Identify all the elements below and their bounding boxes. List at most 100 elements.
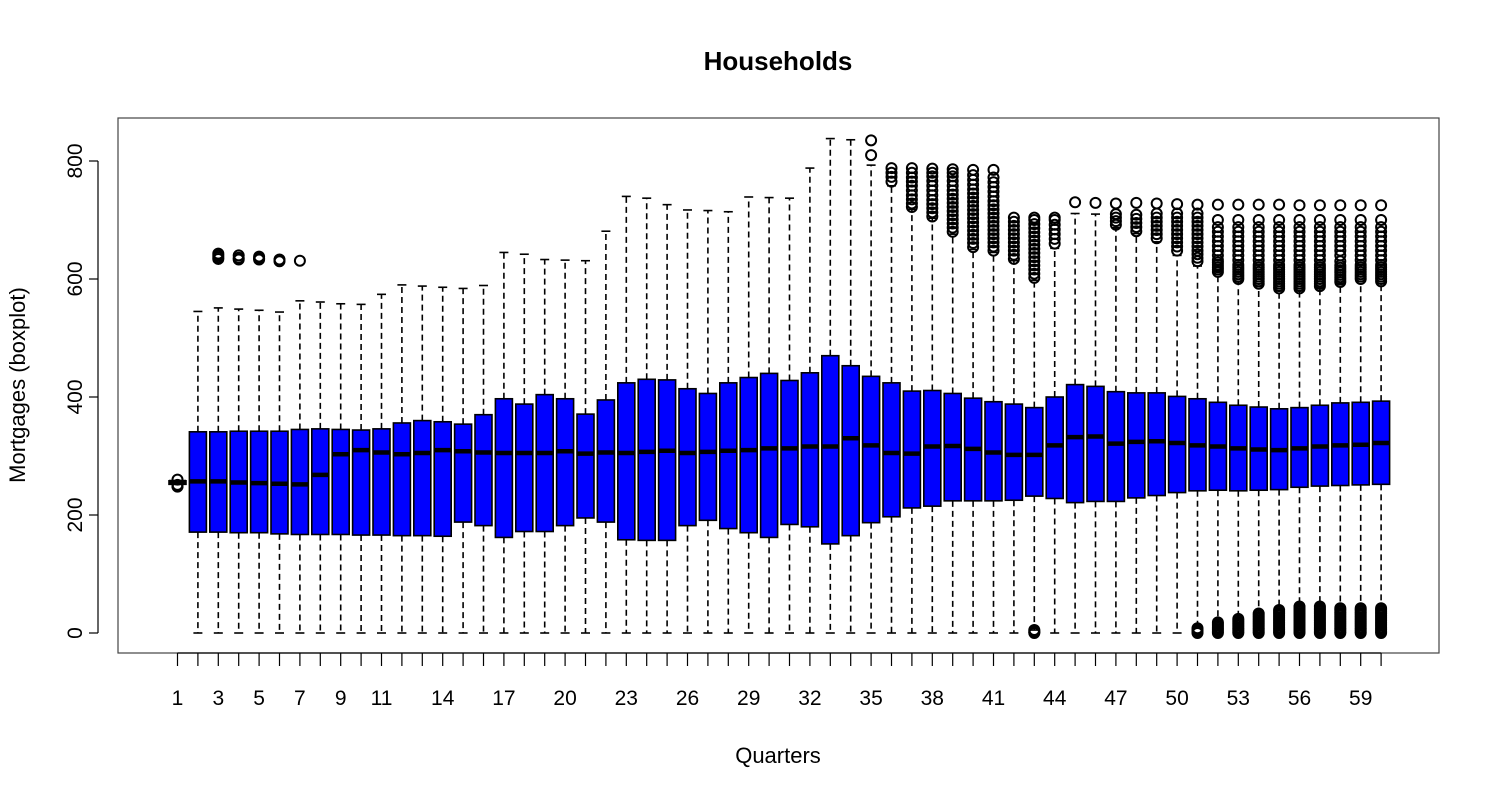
box-iqr bbox=[576, 413, 595, 519]
outlier-point bbox=[1211, 214, 1224, 226]
outlier-point bbox=[1028, 247, 1041, 260]
outlier-point bbox=[967, 232, 980, 245]
outlier-point bbox=[987, 199, 1000, 212]
box-iqr bbox=[759, 372, 779, 539]
outlier-point bbox=[253, 250, 266, 263]
outlier-point bbox=[1171, 224, 1184, 237]
box-quarter-55 bbox=[1269, 289, 1289, 611]
outlier-point bbox=[1191, 211, 1204, 224]
outlier-point bbox=[987, 163, 1000, 176]
box-iqr bbox=[596, 399, 616, 523]
y-tick-label: 600 bbox=[64, 261, 87, 296]
box-iqr bbox=[1086, 385, 1105, 503]
outlier-point bbox=[1069, 196, 1082, 209]
outlier-point bbox=[273, 253, 286, 266]
outlier-point bbox=[1354, 221, 1367, 234]
outlier-point bbox=[1211, 198, 1224, 211]
box-quarter-54 bbox=[1249, 285, 1268, 614]
outlier-point bbox=[1028, 211, 1041, 224]
outlier-point bbox=[987, 244, 1000, 257]
box-quarter-28 bbox=[718, 210, 738, 634]
outlier-point bbox=[987, 211, 1000, 224]
outlier-point bbox=[1375, 199, 1388, 212]
x-axis: 1 3 5 7 9 11 14 17 20 23 26 29 32 35 38 41 44 47 50 53 56 59 bbox=[172, 652, 1382, 710]
x-tick-label: 44 bbox=[1043, 687, 1067, 710]
outlier-point bbox=[987, 203, 1000, 216]
outlier-point bbox=[946, 175, 959, 188]
outlier-point bbox=[987, 240, 1000, 253]
x-tick-label: 11 bbox=[371, 687, 393, 710]
box-quarter-50 bbox=[1167, 254, 1187, 634]
outlier-point bbox=[987, 224, 1000, 237]
boxes-group bbox=[168, 137, 1391, 634]
outlier-point bbox=[1007, 211, 1020, 224]
box-quarter-13 bbox=[412, 285, 432, 634]
y-tick-label: 0 bbox=[64, 627, 87, 639]
x-tick-label: 17 bbox=[492, 687, 515, 710]
box-iqr bbox=[453, 423, 473, 523]
box-iqr bbox=[310, 428, 330, 536]
outlier-point bbox=[905, 193, 918, 206]
outlier-point bbox=[926, 206, 939, 219]
x-tick-label: 23 bbox=[615, 687, 638, 710]
box-quarter-44 bbox=[1045, 247, 1064, 634]
outlier-point bbox=[1089, 196, 1102, 209]
box-quarter-53 bbox=[1229, 281, 1248, 620]
box-iqr bbox=[678, 387, 697, 527]
outlier-point bbox=[1354, 225, 1367, 238]
outlier-point bbox=[1232, 221, 1245, 234]
box-iqr bbox=[1147, 392, 1166, 497]
outlier-point bbox=[1232, 612, 1245, 625]
outlier-point bbox=[1150, 224, 1163, 237]
box-iqr bbox=[800, 372, 820, 528]
outlier-point bbox=[967, 220, 980, 233]
outlier-point bbox=[905, 179, 918, 192]
x-tick-label: 14 bbox=[431, 687, 455, 710]
box-quarter-46 bbox=[1086, 213, 1105, 634]
outlier-point bbox=[1028, 259, 1041, 272]
outlier-point bbox=[1273, 221, 1286, 234]
outlier-point bbox=[1130, 216, 1143, 229]
outlier-point bbox=[1313, 214, 1326, 226]
box-quarter-17 bbox=[494, 251, 514, 634]
box-iqr bbox=[882, 382, 901, 518]
outlier-point bbox=[1313, 199, 1326, 212]
box-iqr bbox=[494, 397, 514, 539]
box-quarter-18 bbox=[514, 253, 534, 634]
outlier-point bbox=[905, 166, 918, 179]
outlier-point bbox=[1232, 225, 1245, 238]
outlier-point bbox=[967, 163, 980, 176]
outlier-point bbox=[946, 163, 959, 176]
box-quarter-20 bbox=[555, 259, 575, 634]
outlier-point bbox=[1252, 225, 1265, 238]
outlier-point bbox=[1028, 263, 1041, 276]
box-iqr bbox=[514, 403, 534, 533]
box-iqr bbox=[433, 420, 453, 538]
outlier-point bbox=[1109, 211, 1122, 224]
box-quarter-23 bbox=[616, 195, 636, 634]
outlier-point bbox=[1211, 616, 1224, 629]
box-quarter-6 bbox=[270, 311, 289, 634]
box-quarter-48 bbox=[1127, 232, 1146, 634]
x-tick-label: 29 bbox=[737, 687, 760, 710]
outlier-point bbox=[987, 219, 1000, 232]
box-quarter-43 bbox=[1025, 279, 1044, 631]
outlier-point bbox=[293, 254, 306, 267]
box-iqr bbox=[474, 413, 493, 527]
outlier-point bbox=[1028, 218, 1041, 231]
box-quarter-24 bbox=[637, 197, 657, 634]
box-quarter-35 bbox=[861, 164, 881, 634]
box-iqr bbox=[861, 375, 881, 524]
outlier-point bbox=[1191, 215, 1204, 228]
outlier-point bbox=[1273, 225, 1286, 238]
y-tick-label: 200 bbox=[64, 497, 87, 532]
outlier-point bbox=[967, 237, 980, 250]
box-quarter-8 bbox=[310, 301, 330, 634]
box-quarter-32 bbox=[800, 167, 820, 634]
x-tick-label: 53 bbox=[1227, 687, 1250, 710]
box-iqr bbox=[820, 354, 840, 545]
x-tick-label: 35 bbox=[859, 687, 882, 710]
outlier-point bbox=[946, 196, 959, 209]
outlier-point bbox=[946, 166, 959, 179]
outlier-point bbox=[1109, 197, 1122, 210]
